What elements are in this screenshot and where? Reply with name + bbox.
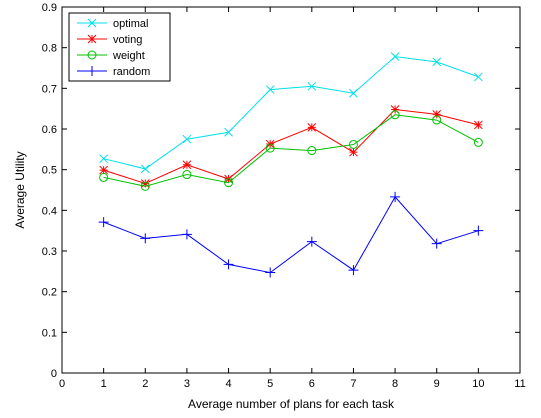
series-line-random (103, 196, 479, 274)
data-point-weight (265, 143, 275, 153)
data-point-weight (348, 139, 358, 149)
y-tick-label: 0.3 (42, 246, 57, 258)
series-optimal (99, 52, 483, 174)
data-point-voting (390, 105, 400, 114)
legend-item-optimal: optimal (77, 18, 148, 30)
x-tick-label: 0 (59, 378, 65, 390)
data-point-voting (99, 165, 108, 175)
data-point-weight (473, 137, 483, 147)
data-point-optimal (349, 88, 358, 98)
data-point-random (223, 259, 234, 270)
legend-label: random (113, 66, 150, 78)
legend-label: optimal (113, 18, 148, 30)
y-tick-label: 0.2 (42, 287, 57, 299)
y-tick-label: 0.5 (42, 165, 57, 177)
data-point-random (140, 233, 151, 244)
data-point-weight (140, 181, 150, 191)
data-point-weight (432, 115, 442, 125)
legend-label: voting (113, 34, 142, 46)
data-point-optimal (140, 164, 150, 174)
data-point-random (181, 229, 192, 240)
data-point-random (390, 191, 401, 202)
y-axis-label: Average Utility (13, 151, 27, 228)
x-tick-label: 3 (184, 378, 190, 390)
data-point-random (265, 267, 276, 278)
x-tick-label: 9 (434, 378, 440, 390)
x-tick-label: 5 (267, 378, 273, 390)
data-point-random (431, 238, 442, 249)
legend-marker-voting (87, 34, 97, 44)
data-point-random (98, 217, 109, 228)
x-tick-label: 4 (225, 378, 231, 390)
data-point-optimal (474, 72, 483, 82)
x-axis-label: Average number of plans for each task (188, 397, 395, 411)
y-tick-label: 0.1 (42, 327, 57, 339)
series-line-voting (103, 108, 479, 185)
data-point-voting (182, 160, 192, 170)
data-point-optimal (99, 154, 108, 164)
series-weight (99, 110, 483, 191)
data-point-optimal (432, 57, 442, 67)
data-point-random (306, 236, 317, 247)
data-point-voting (474, 120, 483, 130)
y-tick-label: 0.6 (42, 124, 57, 136)
x-tick-label: 8 (392, 378, 398, 390)
data-point-optimal (390, 52, 400, 61)
data-point-weight (307, 146, 317, 156)
data-point-weight (182, 170, 192, 180)
data-point-voting (307, 123, 317, 132)
legend-item-voting: voting (77, 34, 142, 46)
legend-item-weight: weight (77, 50, 145, 62)
x-tick-label: 2 (142, 378, 148, 390)
y-tick-label: 0.4 (42, 205, 57, 217)
legend-marker-weight (87, 50, 97, 60)
legend-label: weight (112, 50, 145, 62)
x-tick-label: 7 (350, 378, 356, 390)
y-tick-label: 0.7 (42, 83, 57, 95)
data-point-optimal (224, 127, 233, 137)
data-point-random (473, 225, 484, 236)
legend-item-random: random (77, 66, 150, 78)
data-point-optimal (182, 134, 192, 144)
data-point-weight (99, 172, 109, 182)
series-line-weight (103, 114, 479, 187)
data-point-optimal (265, 85, 275, 94)
data-point-random (348, 265, 359, 276)
x-tick-label: 6 (309, 378, 315, 390)
data-point-optimal (307, 81, 317, 91)
data-point-voting (432, 110, 442, 119)
legend-box (68, 12, 171, 82)
series-random (98, 191, 484, 278)
y-tick-label: 0 (51, 368, 57, 380)
data-point-weight (224, 178, 234, 188)
x-tick-label: 11 (514, 378, 525, 390)
legend-marker-random (87, 66, 97, 76)
x-tick-label: 10 (472, 378, 484, 390)
series-line-optimal (103, 56, 479, 170)
x-tick-label: 1 (101, 378, 107, 390)
data-point-weight (390, 110, 400, 120)
data-point-voting (140, 179, 150, 188)
y-tick-label: 0.8 (42, 43, 57, 55)
data-point-voting (349, 147, 358, 157)
y-tick-label: 0.9 (42, 2, 57, 14)
legend-marker-optimal (87, 18, 97, 28)
